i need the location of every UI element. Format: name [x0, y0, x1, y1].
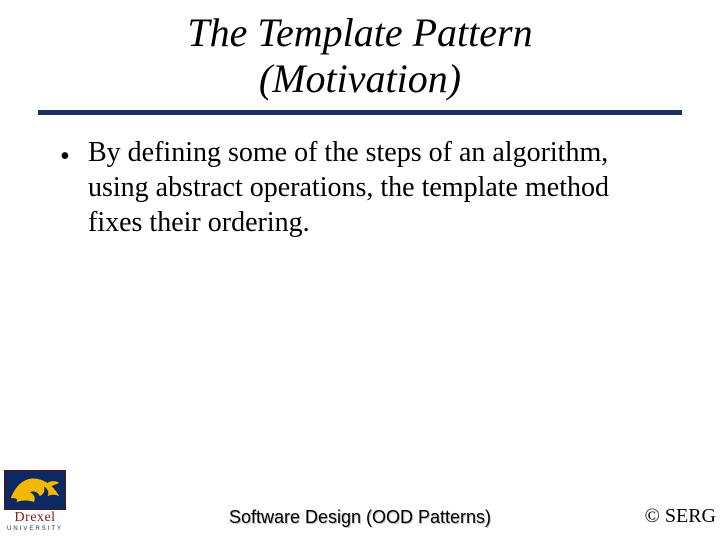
dragon-icon	[4, 470, 66, 510]
slide-body: • By defining some of the steps of an al…	[0, 115, 720, 240]
footer-center-text: Software Design (OOD Patterns)	[0, 507, 720, 528]
slide-footer: Drexel UNIVERSITY Software Design (OOD P…	[0, 476, 720, 532]
title-line-1: The Template Pattern	[187, 10, 532, 55]
bullet-text: By defining some of the steps of an algo…	[88, 135, 660, 240]
bullet-item: • By defining some of the steps of an al…	[60, 135, 660, 240]
bullet-marker-icon: •	[60, 135, 88, 174]
slide: The Template Pattern (Motivation) • By d…	[0, 0, 720, 540]
footer-copyright: © SERG	[645, 505, 716, 528]
title-line-2: (Motivation)	[259, 56, 461, 101]
slide-title: The Template Pattern (Motivation)	[0, 0, 720, 110]
